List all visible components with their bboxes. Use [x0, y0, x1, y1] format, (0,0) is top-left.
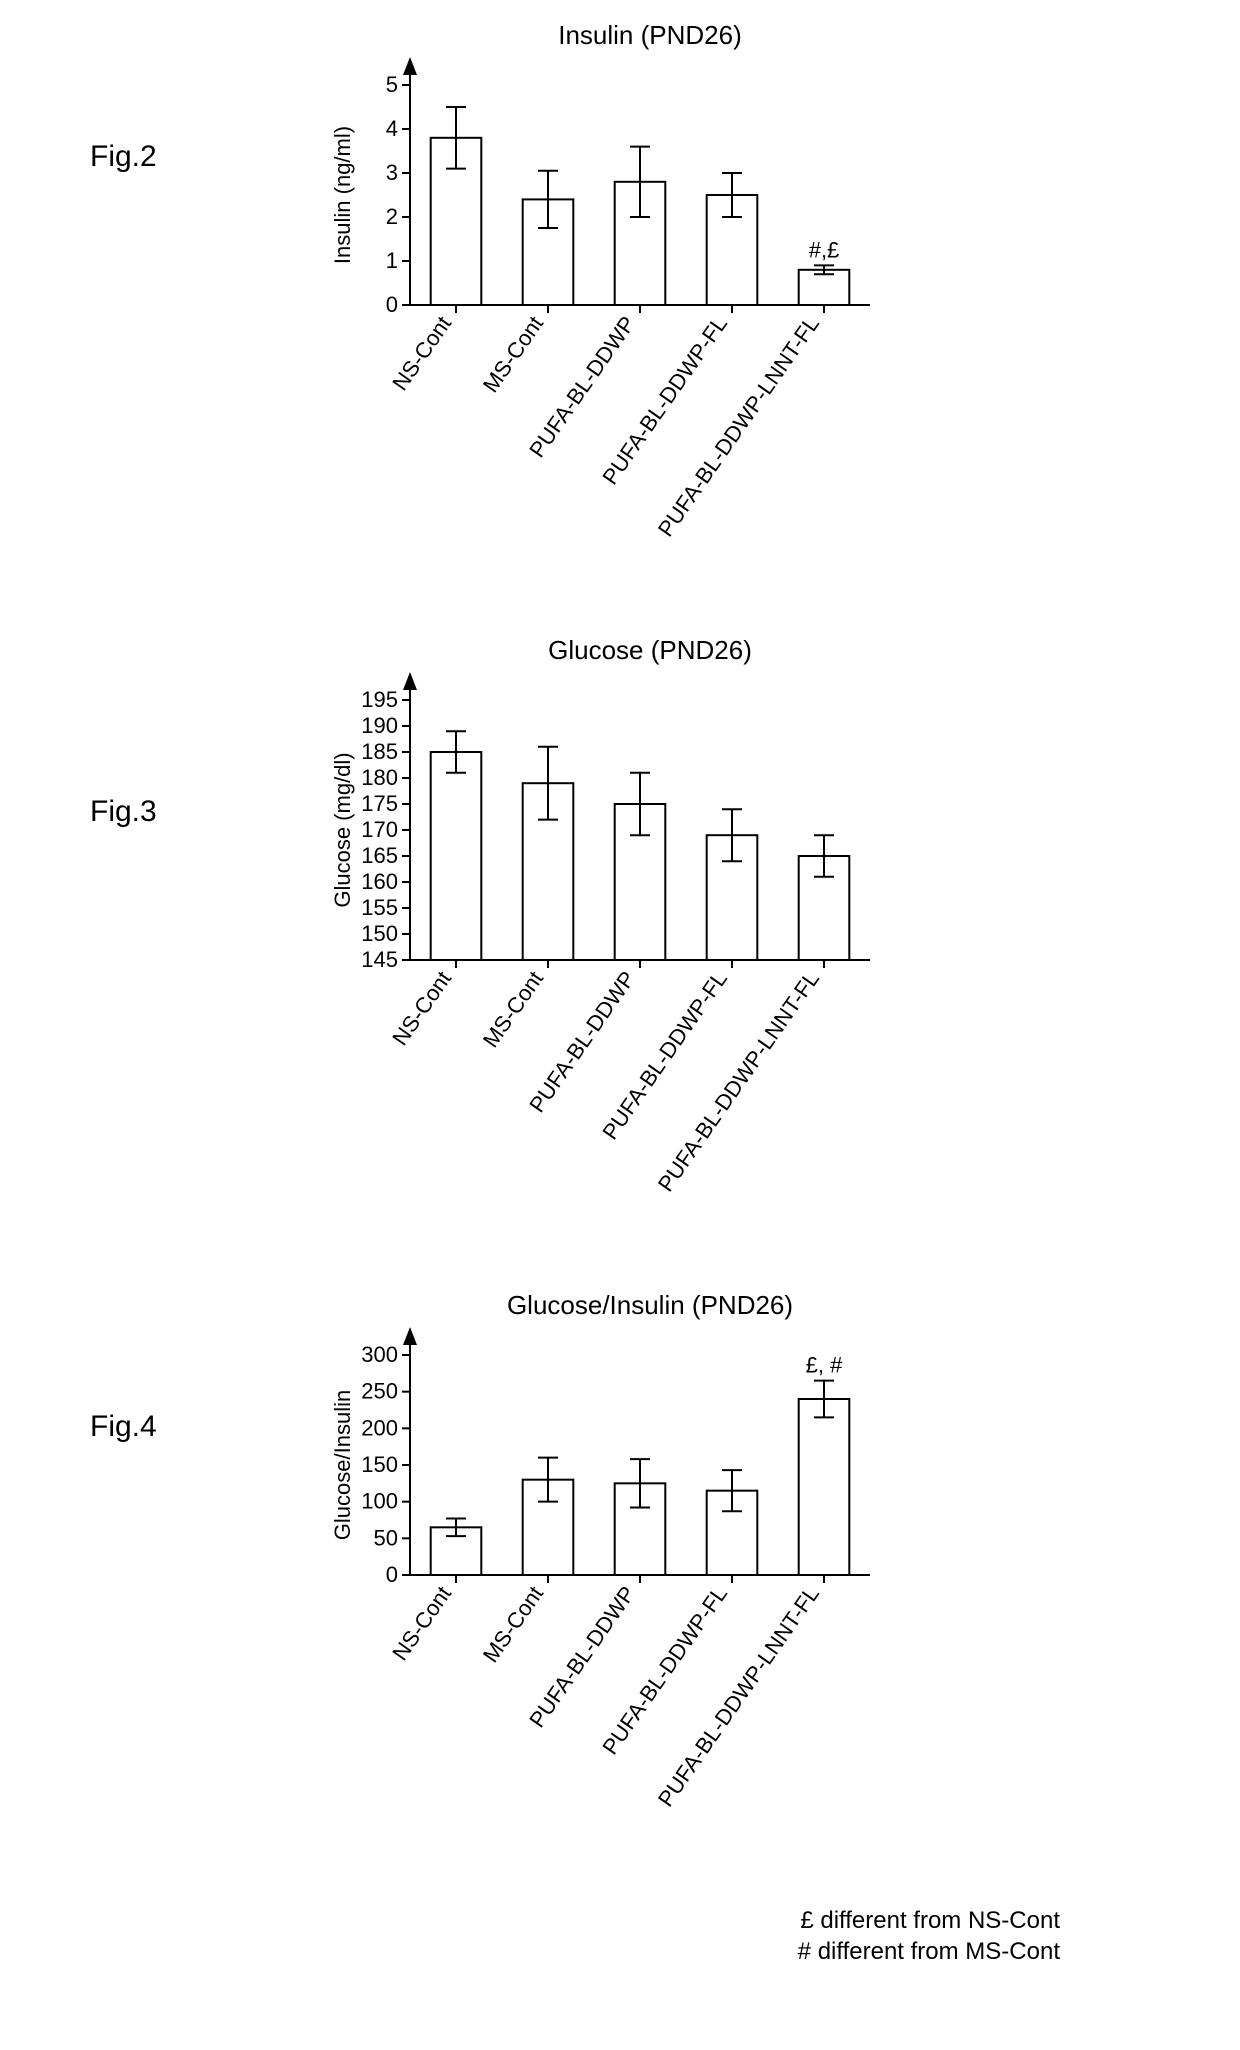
bar-chart: 0 50 100 150 200 250 300Glucose/Insulin NS-Cont… [320, 1325, 890, 1865]
x-tick-label: PUFA-BL-DDWP-LNNT-FL [653, 1582, 824, 1812]
y-tick-label: 150 [361, 921, 398, 946]
x-tick-label: MS-Cont [478, 967, 548, 1052]
bar-chart: 145150155160165170175180185190195 Glucose… [320, 670, 890, 1250]
bar-annotation: £, # [806, 1353, 843, 1378]
x-tick-label: MS-Cont [478, 312, 548, 397]
y-tick-label: 0 [386, 1562, 398, 1587]
figure-label: Fig.2 [90, 140, 157, 174]
figure-block: Fig.3 Glucose (PND26) 14515015516016517017… [0, 635, 1240, 1250]
footnotes: £ different from NS-Cont# different from… [0, 1905, 1240, 1967]
y-tick-label: 165 [361, 843, 398, 868]
y-axis-label: Insulin (ng/ml) [330, 126, 355, 264]
y-tick-label: 160 [361, 869, 398, 894]
y-tick-label: 50 [374, 1525, 398, 1550]
y-tick-label: 4 [386, 116, 398, 141]
footnote: £ different from NS-Cont [0, 1905, 1240, 1936]
figure-label: Fig.4 [90, 1410, 157, 1444]
y-tick-label: 155 [361, 895, 398, 920]
y-tick-label: 185 [361, 739, 398, 764]
bar [799, 1399, 850, 1575]
y-axis-label: Glucose/Insulin [330, 1390, 355, 1540]
x-tick-label: MS-Cont [478, 1582, 548, 1667]
x-tick-label: PUFA-BL-DDWP-LNNT-FL [653, 967, 824, 1197]
figure-block: Fig.4 Glucose/Insulin (PND26) 0 50 100 150 200… [0, 1290, 1240, 1865]
chart-wrap: Glucose (PND26)1451501551601651701751801… [320, 635, 920, 1250]
y-tick-label: 190 [361, 713, 398, 738]
x-tick-label: NS-Cont [387, 967, 456, 1050]
y-tick-label: 2 [386, 204, 398, 229]
bar [431, 752, 482, 960]
y-tick-label: 175 [361, 791, 398, 816]
y-tick-label: 100 [361, 1489, 398, 1514]
chart-title: Glucose/Insulin (PND26) [320, 1290, 920, 1321]
x-tick-label: PUFA-BL-DDWP-LNNT-FL [653, 312, 824, 542]
y-tick-label: 150 [361, 1452, 398, 1477]
x-tick-label: NS-Cont [387, 1582, 456, 1665]
x-tick-label: NS-Cont [387, 312, 456, 395]
y-tick-label: 300 [361, 1342, 398, 1367]
chart-title: Insulin (PND26) [320, 20, 920, 51]
y-tick-label: 180 [361, 765, 398, 790]
y-tick-label: 1 [386, 248, 398, 273]
chart-wrap: Glucose/Insulin (PND26) 0 50 100 150 200 250 30… [320, 1290, 920, 1865]
y-tick-label: 5 [386, 72, 398, 97]
chart-wrap: Insulin (PND26) 0 1 2 3 4 5 Insulin (ng/ml) NS-C… [320, 20, 920, 595]
figure-label: Fig.3 [90, 795, 157, 829]
y-tick-label: 145 [361, 947, 398, 972]
y-tick-label: 200 [361, 1415, 398, 1440]
chart-title: Glucose (PND26) [320, 635, 920, 666]
bar-chart: 0 1 2 3 4 5 Insulin (ng/ml) NS-Cont MS-Cont PUFA-… [320, 55, 890, 595]
bar-annotation: #,£ [809, 237, 840, 262]
footnote: # different from MS-Cont [0, 1936, 1240, 1967]
y-tick-label: 250 [361, 1379, 398, 1404]
y-tick-label: 3 [386, 160, 398, 185]
figure-block: Fig.2 Insulin (PND26) 0 1 2 3 4 5 Insulin (ng/ml… [0, 20, 1240, 595]
y-tick-label: 0 [386, 292, 398, 317]
y-tick-label: 195 [361, 687, 398, 712]
y-axis-label: Glucose (mg/dl) [330, 752, 355, 907]
y-tick-label: 170 [361, 817, 398, 842]
